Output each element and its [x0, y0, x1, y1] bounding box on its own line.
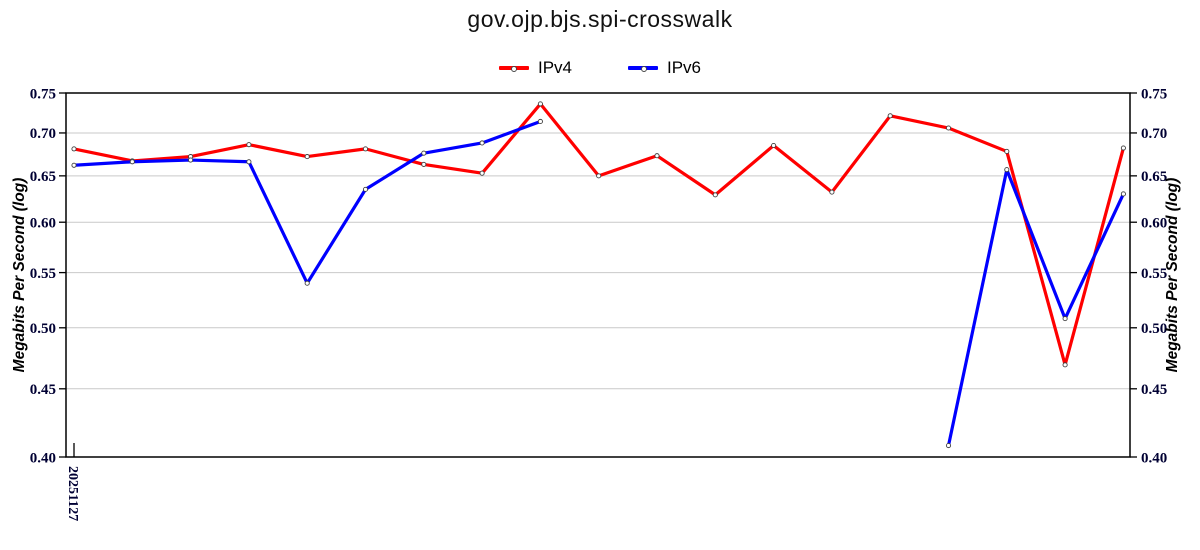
y-tick-label-left: 0.55 — [30, 266, 56, 282]
y-tick-label-right: 0.65 — [1141, 169, 1167, 185]
series-line-ipv4 — [73, 102, 1125, 367]
y-tick-label-left: 0.45 — [30, 382, 56, 398]
data-point-ipv4 — [304, 154, 310, 160]
data-point-ipv4 — [246, 142, 252, 148]
y-tick-label-left: 0.65 — [30, 169, 56, 185]
legend-item-ipv4: IPv4 — [498, 58, 572, 78]
data-point-ipv4 — [596, 173, 602, 179]
data-point-ipv4 — [537, 101, 543, 107]
data-point-ipv6 — [537, 118, 543, 125]
data-point-ipv4 — [1004, 148, 1010, 154]
data-point-ipv6 — [129, 159, 135, 165]
y-tick-label-right: 0.60 — [1141, 215, 1167, 231]
y-tick-label-left: 0.60 — [30, 215, 56, 231]
data-point-ipv4 — [712, 192, 718, 198]
chart-title: gov.ojp.bjs.spi-crosswalk — [467, 6, 733, 32]
data-point-ipv4 — [479, 170, 485, 176]
data-point-ipv4 — [654, 153, 660, 159]
data-point-ipv6 — [362, 186, 369, 192]
data-point-ipv6 — [1062, 316, 1068, 322]
y-tick-label-right: 0.75 — [1141, 86, 1167, 102]
data-point-ipv4 — [945, 125, 952, 131]
data-point-ipv4 — [829, 189, 835, 195]
legend-dot-icon — [640, 65, 647, 72]
series-line-ipv6 — [73, 119, 541, 285]
data-point-ipv4 — [1120, 145, 1126, 151]
data-point-ipv4 — [421, 161, 427, 167]
data-point-ipv6 — [479, 140, 485, 146]
plot-border — [65, 92, 1131, 458]
data-point-ipv4 — [771, 142, 777, 149]
y-tick-label-right: 0.70 — [1141, 126, 1167, 142]
data-point-ipv6 — [1004, 167, 1010, 173]
data-point-ipv6 — [246, 159, 252, 165]
series-line-ipv6 — [946, 168, 1125, 446]
y-tick-label-right: 0.45 — [1141, 382, 1167, 398]
y-tick-label-right: 0.55 — [1141, 266, 1167, 282]
legend: IPv4 IPv6 — [0, 58, 1200, 78]
y-tick-label-left: 0.40 — [30, 450, 56, 466]
legend-item-ipv6: IPv6 — [628, 58, 701, 78]
data-point-ipv6 — [945, 442, 952, 449]
legend-label-ipv6: IPv6 — [667, 58, 702, 77]
y-tick-label-left: 0.75 — [30, 86, 56, 102]
y-tick-label-left: 0.70 — [30, 126, 56, 142]
data-point-ipv4 — [71, 146, 77, 152]
y-tick-label-right: 0.40 — [1141, 450, 1167, 466]
data-point-ipv6 — [1120, 191, 1126, 197]
data-point-ipv6 — [188, 157, 194, 163]
legend-line-marker-ipv6 — [628, 65, 658, 72]
legend-dot-icon — [511, 65, 518, 72]
y-axis-label-left: Megabits Per Second (log) — [11, 178, 28, 373]
data-point-ipv4 — [362, 146, 369, 152]
y-axis-label-right: Megabits Per Second (log) — [1164, 178, 1181, 373]
legend-line-marker-ipv4 — [498, 65, 529, 72]
y-tick-label-left: 0.50 — [30, 321, 56, 337]
data-point-ipv6 — [304, 280, 310, 286]
data-point-ipv6 — [71, 162, 77, 168]
data-point-ipv4 — [1062, 362, 1068, 368]
data-point-ipv6 — [421, 150, 427, 156]
y-tick-label-right: 0.50 — [1141, 321, 1167, 337]
x-tick-label: 20251127 — [65, 466, 80, 521]
data-point-ipv4 — [887, 113, 893, 119]
legend-label-ipv4: IPv4 — [537, 58, 572, 77]
